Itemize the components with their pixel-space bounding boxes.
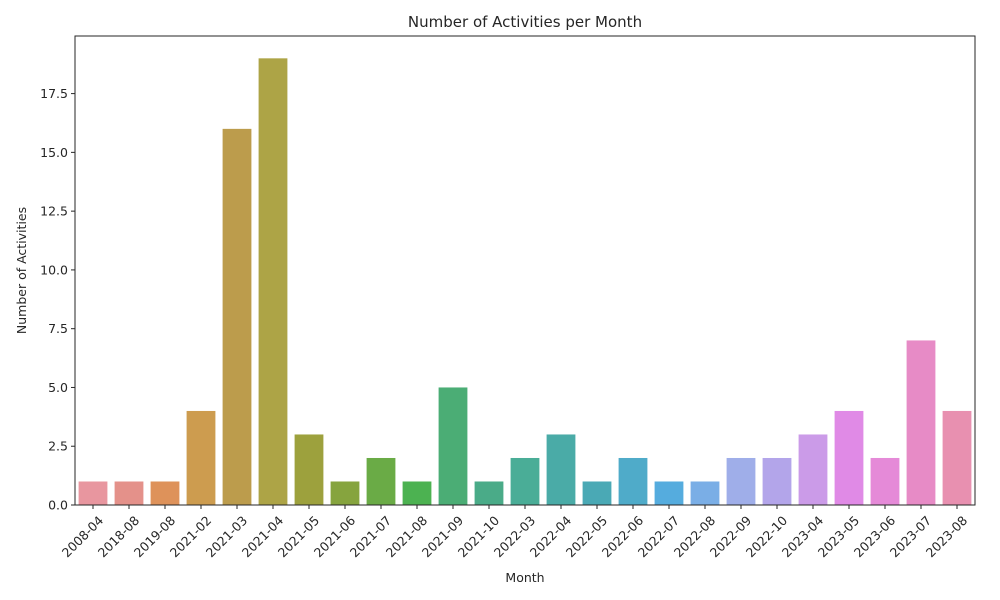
bar-2023-06 — [870, 457, 900, 505]
y-tick-label: 15.0 — [40, 145, 68, 160]
y-axis-label: Number of Activities — [14, 207, 29, 334]
bar-2021-09 — [438, 387, 468, 505]
chart-title: Number of Activities per Month — [408, 13, 642, 31]
bar-2022-08 — [690, 481, 720, 505]
bar-2022-03 — [510, 457, 540, 505]
y-axis: 0.0 2.5 5.0 7.5 10.0 12.5 15.0 17.5 — [40, 86, 75, 513]
bar-2021-07 — [366, 457, 396, 505]
y-tick-label: 2.5 — [48, 439, 68, 454]
bar-2022-04 — [546, 434, 576, 505]
bar-2022-07 — [654, 481, 684, 505]
y-tick-label: 7.5 — [48, 321, 68, 336]
bar-2021-03 — [222, 128, 252, 506]
bar-2022-05 — [582, 481, 612, 505]
y-tick-label: 10.0 — [40, 262, 68, 277]
bar-2021-05 — [294, 434, 324, 505]
bar-2023-07 — [906, 340, 936, 505]
bar-2021-08 — [402, 481, 432, 505]
bar-2023-04 — [798, 434, 828, 505]
y-tick-label: 5.0 — [48, 380, 68, 395]
bar-2008-04 — [78, 481, 108, 505]
bar-2021-04 — [258, 58, 288, 505]
bar-2021-10 — [474, 481, 504, 505]
bar-2019-08 — [150, 481, 180, 505]
bar-2023-05 — [834, 410, 864, 505]
bar-2022-09 — [726, 457, 756, 505]
bar-2022-10 — [762, 457, 792, 505]
y-tick-label: 0.0 — [48, 498, 68, 513]
bar-2018-08 — [114, 481, 144, 505]
x-axis: 2008-042018-082019-082021-022021-032021-… — [59, 505, 970, 560]
plot-frame — [74, 35, 976, 506]
bars-group — [78, 58, 972, 506]
bar-2021-02 — [186, 410, 216, 505]
y-tick-label: 17.5 — [40, 86, 68, 101]
y-tick-label: 12.5 — [40, 204, 68, 219]
bar-2021-06 — [330, 481, 360, 505]
bar-2023-08 — [942, 410, 972, 505]
bar-2022-06 — [618, 457, 648, 505]
x-axis-label: Month — [505, 570, 544, 585]
